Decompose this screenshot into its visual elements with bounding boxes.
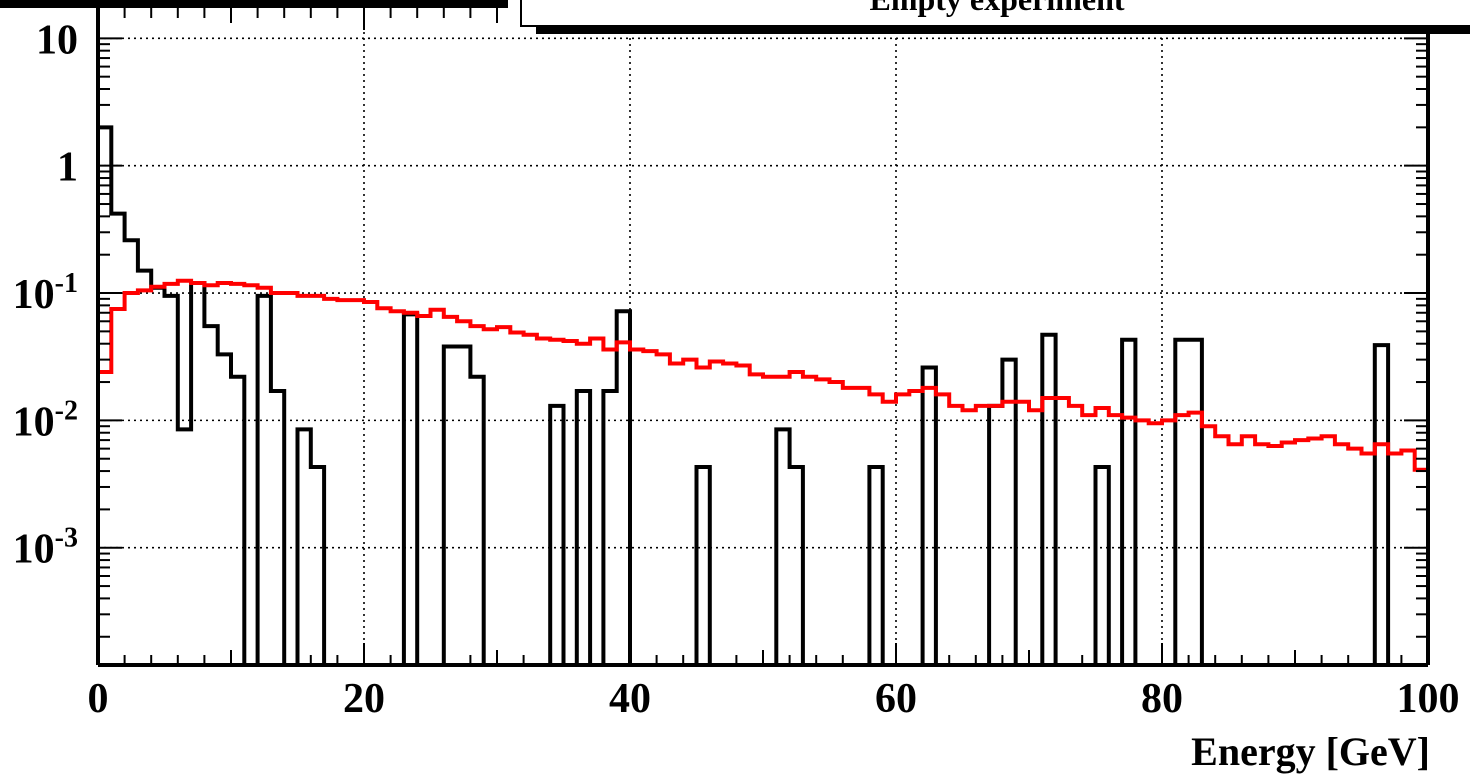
axes xyxy=(96,0,1430,667)
tick-labels: 0 20 40 60 80 100 10 1 10-1 10-2 10-3 xyxy=(13,17,1460,722)
histogram-series xyxy=(96,125,1430,667)
x-tick-label: 0 xyxy=(88,676,109,722)
y-tick-label: 10-1 xyxy=(13,268,78,318)
y-tick-label: 1 xyxy=(57,145,78,191)
x-tick-label: 100 xyxy=(1397,676,1460,722)
x-tick-label: 60 xyxy=(875,676,917,722)
chart-title: Empty experiment xyxy=(869,0,1124,17)
title-box: Empty experiment xyxy=(520,0,1470,34)
histogram-series-line-2 xyxy=(96,278,1430,665)
y-tick-label: 10 xyxy=(36,17,78,63)
x-axis-title: Energy [GeV] xyxy=(1191,729,1430,774)
x-tick-label: 80 xyxy=(1141,676,1183,722)
y-tick-label: 10-2 xyxy=(13,395,78,445)
title-box-frame xyxy=(520,0,1470,27)
histogram-series-line-1 xyxy=(96,125,1428,667)
x-tick-label: 40 xyxy=(609,676,651,722)
legend-box-top-edge xyxy=(0,0,508,8)
y-tick-label: 10-3 xyxy=(13,523,78,573)
x-tick-label: 20 xyxy=(343,676,385,722)
